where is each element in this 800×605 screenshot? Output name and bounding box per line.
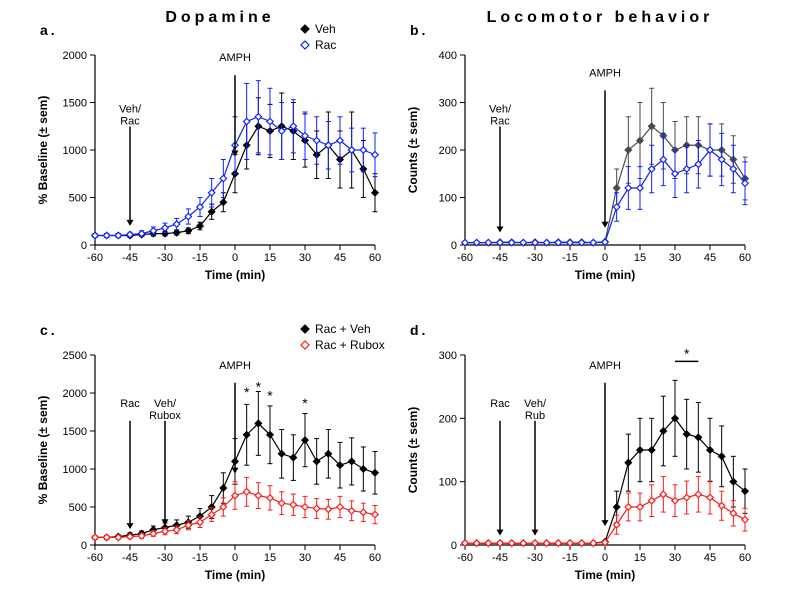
x-axis-label: Time (min) [575, 268, 635, 282]
arrow-annotation: Veh/Rac [489, 104, 512, 128]
x-tick-label: -60 [457, 252, 473, 264]
arrow-annotation: AMPH [589, 360, 621, 372]
x-tick-label: -60 [457, 552, 473, 564]
y-tick-label: 1000 [63, 464, 87, 476]
x-tick-label: 60 [739, 552, 751, 564]
x-tick-label: 15 [264, 552, 276, 564]
significance-star: * [267, 388, 273, 404]
x-tick-label: 45 [704, 552, 716, 564]
y-axis-label: Counts (± sem) [406, 407, 420, 494]
x-tick-label: 0 [602, 552, 608, 564]
y-tick-label: 300 [439, 98, 457, 110]
panel-a: a. -60 -45 -30 -15 0 15 30 45 60 0 500 1000 1500 2000 T… [36, 22, 381, 282]
panel-a-label: a. [40, 22, 58, 38]
x-tick-label: 0 [602, 252, 608, 264]
x-tick-label: -45 [492, 552, 508, 564]
panel-d-label: d. [410, 322, 428, 338]
y-tick-label: 1500 [63, 98, 87, 110]
x-tick-label: -60 [87, 552, 103, 564]
column-header-right: Locomotor behavior [487, 9, 714, 26]
x-axis-label: Time (min) [575, 568, 635, 582]
y-tick-label: 400 [439, 50, 457, 62]
x-tick-label: -30 [157, 252, 173, 264]
column-header-left: Dopamine [165, 9, 274, 26]
x-tick-label: 0 [232, 552, 238, 564]
x-tick-label: -45 [492, 252, 508, 264]
y-tick-label: 500 [69, 193, 87, 205]
arrow-annotation: Veh/Rub [524, 398, 547, 422]
panel-b: b. -60 -45 -30 -15 0 15 30 45 60 0 100 200 300 400 Time… [406, 22, 751, 282]
y-tick-label: 100 [439, 477, 457, 489]
x-tick-label: 30 [669, 252, 681, 264]
x-tick-label: 30 [299, 252, 311, 264]
y-tick-label: 1500 [63, 426, 87, 438]
y-tick-label: 0 [81, 240, 87, 252]
x-tick-label: 60 [369, 552, 381, 564]
arrow-annotation: Veh/Rac [119, 104, 142, 128]
x-tick-label: 15 [634, 252, 646, 264]
x-tick-label: 15 [634, 552, 646, 564]
x-tick-label: 45 [334, 552, 346, 564]
significance-star: * [256, 378, 262, 394]
y-tick-label: 2000 [63, 50, 87, 62]
significance-star: * [302, 395, 308, 411]
x-tick-label: -30 [527, 552, 543, 564]
arrow-annotation: Rac [490, 398, 510, 410]
legend-label: Veh [315, 22, 336, 36]
panel-c: c. -60 -45 -30 -15 0 15 30 45 60 0 500 1000 1500 2000 2… [36, 322, 385, 582]
x-tick-label: -15 [562, 252, 578, 264]
x-tick-label: 15 [264, 252, 276, 264]
y-axis-label: % Baseline (± sem) [36, 396, 50, 505]
y-tick-label: 200 [439, 145, 457, 157]
arrow-annotation: AMPH [219, 360, 251, 372]
legend-label: Rac + Veh [315, 322, 371, 336]
significance-star: * [684, 345, 690, 361]
y-tick-label: 1000 [63, 145, 87, 157]
y-tick-label: 0 [451, 240, 457, 252]
x-tick-label: -15 [192, 252, 208, 264]
x-tick-label: 0 [232, 252, 238, 264]
x-tick-label: 60 [739, 252, 751, 264]
arrow-annotation: AMPH [589, 67, 621, 79]
panel-c-label: c. [40, 322, 58, 338]
x-tick-label: -30 [527, 252, 543, 264]
x-tick-label: 45 [334, 252, 346, 264]
figure-svg: Dopamine Locomotor behavior a. -60 -45 -30 -15… [0, 0, 800, 605]
panel-d: d. -60 -45 -30 -15 0 15 30 45 60 0 100 200 300 Time (m… [406, 322, 751, 582]
x-tick-label: 45 [704, 252, 716, 264]
x-tick-label: -45 [122, 252, 138, 264]
legend-label: Rac [315, 38, 336, 52]
legend-label: Rac + Rubox [315, 338, 385, 352]
x-tick-label: -60 [87, 252, 103, 264]
y-tick-label: 0 [81, 540, 87, 552]
y-axis-label: % Baseline (± sem) [36, 96, 50, 205]
x-tick-label: -15 [192, 552, 208, 564]
x-tick-label: -30 [157, 552, 173, 564]
significance-star: * [244, 384, 250, 400]
panel-b-label: b. [410, 22, 428, 38]
y-axis-label: Counts (± sem) [406, 107, 420, 194]
y-tick-label: 100 [439, 193, 457, 205]
arrow-annotation: AMPH [219, 52, 251, 64]
y-tick-label: 200 [439, 413, 457, 425]
y-tick-label: 2500 [63, 350, 87, 362]
arrow-annotation: Veh/Rubox [149, 398, 181, 422]
x-axis-label: Time (min) [205, 568, 265, 582]
y-tick-label: 0 [451, 540, 457, 552]
y-tick-label: 300 [439, 350, 457, 362]
x-tick-label: -15 [562, 552, 578, 564]
x-tick-label: -45 [122, 552, 138, 564]
y-tick-label: 2000 [63, 388, 87, 400]
arrow-annotation: Rac [120, 398, 140, 410]
x-axis-label: Time (min) [205, 268, 265, 282]
y-tick-label: 500 [69, 502, 87, 514]
x-tick-label: 30 [669, 552, 681, 564]
x-tick-label: 60 [369, 252, 381, 264]
x-tick-label: 30 [299, 552, 311, 564]
